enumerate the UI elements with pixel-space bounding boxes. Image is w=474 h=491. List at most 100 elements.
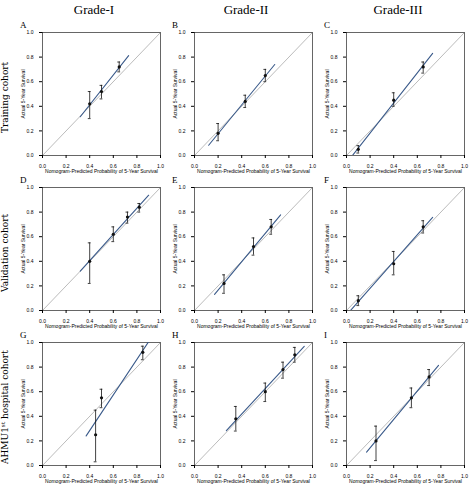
svg-text:0.8: 0.8 <box>331 209 338 215</box>
svg-text:0.6: 0.6 <box>27 388 34 394</box>
svg-text:0.2: 0.2 <box>331 128 338 134</box>
svg-text:Actual 5-Year Survival: Actual 5-Year Survival <box>324 69 330 118</box>
svg-text:0.6: 0.6 <box>331 78 338 84</box>
svg-text:0.8: 0.8 <box>133 163 141 170</box>
svg-text:0.2: 0.2 <box>214 163 222 170</box>
svg-text:0.2: 0.2 <box>62 163 70 170</box>
svg-text:Actual 5-Year Survival: Actual 5-Year Survival <box>20 379 26 428</box>
html-text:Grade-III: Grade-III <box>373 2 423 17</box>
svg-text:0.8: 0.8 <box>179 209 186 215</box>
svg-text:0.0: 0.0 <box>191 163 198 170</box>
svg-text:1.0: 1.0 <box>27 184 34 190</box>
svg-text:1.0: 1.0 <box>331 29 338 35</box>
html-text:Training cohort: Training cohort <box>0 61 10 134</box>
svg-text:0.6: 0.6 <box>179 388 186 394</box>
html-text:Grade-I: Grade-I <box>73 2 115 17</box>
svg-text:0.8: 0.8 <box>179 364 186 370</box>
svg-text:0.6: 0.6 <box>179 78 186 84</box>
svg-text:1.0: 1.0 <box>331 184 338 190</box>
svg-text:1.0: 1.0 <box>331 339 338 345</box>
svg-text:0.2: 0.2 <box>331 438 338 444</box>
svg-text:0.6: 0.6 <box>27 233 34 239</box>
svg-text:Nomogram-Predicted Probability: Nomogram-Predicted Probability of 5-Year… <box>197 168 310 174</box>
svg-text:0.8: 0.8 <box>331 364 338 370</box>
svg-text:0.6: 0.6 <box>109 163 117 170</box>
svg-text:0.4: 0.4 <box>179 103 186 109</box>
svg-text:0.8: 0.8 <box>331 54 338 60</box>
svg-text:0.0: 0.0 <box>343 163 350 170</box>
svg-text:0.0: 0.0 <box>39 163 46 170</box>
svg-text:Actual 5-Year Survival: Actual 5-Year Survival <box>324 379 330 428</box>
svg-text:0.6: 0.6 <box>331 388 338 394</box>
svg-text:1.0: 1.0 <box>157 473 164 479</box>
html-text:AHMU1ˢᵗ hospital cohort: AHMU1ˢᵗ hospital cohort <box>0 350 10 465</box>
svg-text:Nomogram-Predicted Probability: Nomogram-Predicted Probability of 5-Year… <box>45 478 158 484</box>
svg-text:Actual 5-Year Survival: Actual 5-Year Survival <box>172 69 178 118</box>
svg-text:Actual 5-Year Survival: Actual 5-Year Survival <box>20 224 26 273</box>
svg-text:1.0: 1.0 <box>309 473 316 479</box>
svg-text:0.2: 0.2 <box>179 283 186 289</box>
svg-text:0.2: 0.2 <box>27 283 34 289</box>
svg-text:0.4: 0.4 <box>331 103 338 109</box>
svg-text:0.6: 0.6 <box>179 233 186 239</box>
svg-text:0.4: 0.4 <box>27 413 34 419</box>
svg-text:0.4: 0.4 <box>331 413 338 419</box>
svg-text:0.2: 0.2 <box>179 438 186 444</box>
svg-text:0.6: 0.6 <box>331 233 338 239</box>
svg-text:0.2: 0.2 <box>366 163 374 170</box>
svg-text:1.0: 1.0 <box>27 339 34 345</box>
svg-text:Nomogram-Predicted Probability: Nomogram-Predicted Probability of 5-Year… <box>197 323 310 329</box>
svg-text:1.0: 1.0 <box>461 163 468 169</box>
svg-text:0.2: 0.2 <box>27 438 34 444</box>
svg-text:Actual 5-Year Survival: Actual 5-Year Survival <box>172 379 178 428</box>
svg-text:0.6: 0.6 <box>27 78 34 84</box>
svg-text:0.4: 0.4 <box>27 103 34 109</box>
svg-text:Nomogram-Predicted Probability: Nomogram-Predicted Probability of 5-Year… <box>197 478 310 484</box>
svg-text:0.0: 0.0 <box>27 152 34 158</box>
svg-text:0.8: 0.8 <box>179 54 186 60</box>
svg-text:Actual 5-Year Survival: Actual 5-Year Survival <box>20 69 26 118</box>
svg-text:Actual 5-Year Survival: Actual 5-Year Survival <box>172 224 178 273</box>
svg-text:1.0: 1.0 <box>309 163 316 169</box>
svg-text:0.0: 0.0 <box>179 462 186 468</box>
svg-text:0.0: 0.0 <box>179 152 186 158</box>
svg-text:0.0: 0.0 <box>27 462 34 468</box>
html-text:Validation cohort: Validation cohort <box>0 213 10 292</box>
svg-text:0.4: 0.4 <box>331 258 338 264</box>
svg-text:0.0: 0.0 <box>331 307 338 313</box>
svg-text:Nomogram-Predicted Probability: Nomogram-Predicted Probability of 5-Year… <box>45 168 158 174</box>
svg-text:Nomogram-Predicted Probability: Nomogram-Predicted Probability of 5-Year… <box>349 478 462 484</box>
svg-text:0.8: 0.8 <box>285 163 293 170</box>
html-text:Grade-II: Grade-II <box>223 2 269 17</box>
svg-text:0.0: 0.0 <box>331 462 338 468</box>
svg-text:0.2: 0.2 <box>27 128 34 134</box>
svg-text:1.0: 1.0 <box>179 339 186 345</box>
svg-text:Nomogram-Predicted Probability: Nomogram-Predicted Probability of 5-Year… <box>45 323 158 329</box>
svg-text:0.4: 0.4 <box>86 163 94 170</box>
svg-text:1.0: 1.0 <box>179 184 186 190</box>
svg-text:1.0: 1.0 <box>461 473 468 479</box>
svg-text:Actual 5-Year Survival: Actual 5-Year Survival <box>324 224 330 273</box>
svg-text:0.0: 0.0 <box>27 307 34 313</box>
svg-text:0.4: 0.4 <box>179 413 186 419</box>
svg-text:1.0: 1.0 <box>27 29 34 35</box>
svg-text:Nomogram-Predicted Probability: Nomogram-Predicted Probability of 5-Year… <box>349 168 462 174</box>
svg-text:1.0: 1.0 <box>157 163 164 169</box>
svg-text:0.2: 0.2 <box>179 128 186 134</box>
svg-text:1.0: 1.0 <box>309 318 316 324</box>
svg-text:0.4: 0.4 <box>27 258 34 264</box>
svg-text:0.0: 0.0 <box>331 152 338 158</box>
html-text:A: A <box>20 20 27 30</box>
svg-text:0.4: 0.4 <box>238 163 246 170</box>
svg-text:0.8: 0.8 <box>27 364 34 370</box>
svg-text:0.4: 0.4 <box>179 258 186 264</box>
svg-text:1.0: 1.0 <box>157 318 164 324</box>
svg-text:0.8: 0.8 <box>27 209 34 215</box>
svg-text:0.2: 0.2 <box>331 283 338 289</box>
svg-text:1.0: 1.0 <box>179 29 186 35</box>
svg-text:0.0: 0.0 <box>179 307 186 313</box>
svg-text:Nomogram-Predicted Probability: Nomogram-Predicted Probability of 5-Year… <box>349 323 462 329</box>
svg-text:1.0: 1.0 <box>461 318 468 324</box>
svg-text:0.8: 0.8 <box>27 54 34 60</box>
svg-text:0.6: 0.6 <box>261 163 269 170</box>
